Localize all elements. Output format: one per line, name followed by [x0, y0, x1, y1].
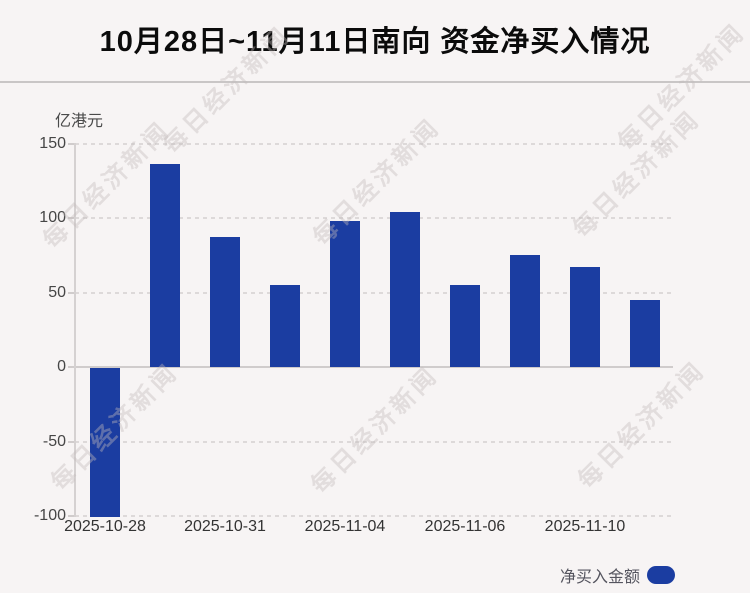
y-tick-label: 100	[39, 209, 66, 226]
y-tick-label: -50	[42, 432, 66, 450]
y-axis-unit-label: 亿港元	[55, 113, 104, 130]
legend[interactable]: 净买入金额	[560, 563, 676, 587]
bar	[510, 255, 540, 367]
y-gridline	[75, 440, 673, 443]
x-tick-label: 2025-11-04	[304, 518, 386, 535]
y-axis-line	[74, 142, 76, 517]
y-tick-label: 150	[39, 134, 66, 152]
y-gridline	[75, 515, 673, 517]
bar	[210, 237, 240, 367]
y-axis-tick	[68, 217, 75, 219]
chart-title: 10月28日~11月11日南向 资金净买入情况	[99, 26, 651, 58]
x-tick-label: 2025-11-10	[544, 518, 626, 535]
bar	[570, 267, 600, 367]
y-tick-label: 50	[48, 283, 66, 301]
x-tick-label: 2025-10-31	[184, 518, 266, 535]
y-gridline	[75, 142, 673, 145]
bar	[150, 164, 180, 367]
title-divider	[0, 81, 750, 83]
y-axis-tick	[68, 142, 75, 145]
y-gridline	[75, 291, 673, 294]
legend-label: 净买入金额	[560, 569, 641, 586]
x-tick-label: 2025-11-06	[424, 518, 506, 535]
y-axis-tick	[68, 515, 75, 517]
bar	[330, 220, 360, 367]
y-axis-tick	[68, 440, 75, 443]
y-tick-label: -100	[33, 507, 66, 524]
y-axis-tick	[68, 366, 75, 368]
bar	[270, 285, 300, 367]
x-tick-label: 2025-10-28	[64, 518, 146, 535]
zero-gridline	[74, 366, 673, 368]
bar	[630, 299, 660, 367]
y-gridline	[75, 217, 673, 219]
bar	[450, 285, 480, 367]
bar	[390, 212, 420, 367]
legend-marker-pill	[647, 566, 676, 584]
y-tick-label: 0	[57, 358, 66, 375]
y-axis-tick	[68, 291, 75, 294]
bar	[90, 368, 120, 517]
